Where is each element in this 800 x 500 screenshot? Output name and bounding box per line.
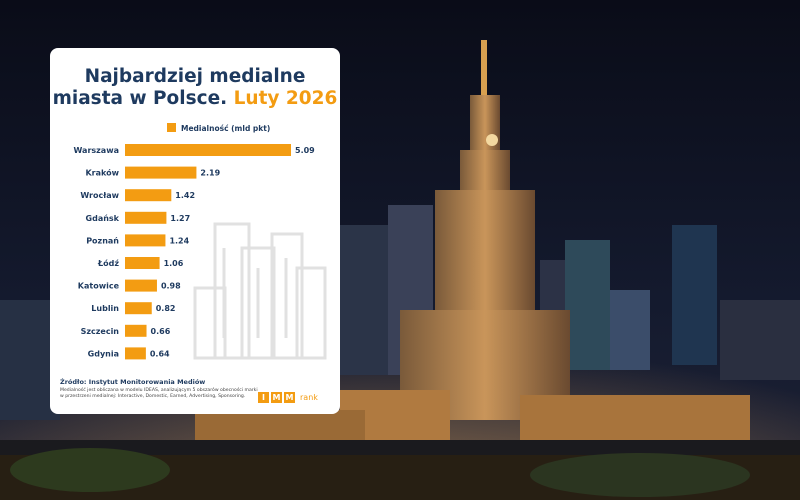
logo-letter: M <box>271 392 282 403</box>
buildings-icon <box>193 222 327 360</box>
bar <box>125 234 166 247</box>
category-label: Kraków <box>85 168 119 178</box>
title-line2: miasta w Polsce. <box>52 88 228 109</box>
chart-card: Najbardziej medialne miasta w Polsce. Lu… <box>50 48 340 414</box>
value-label: 1.27 <box>170 214 190 223</box>
category-label: Wrocław <box>80 191 119 200</box>
logo-rank-text: rank <box>300 393 318 402</box>
value-label: 1.24 <box>169 236 189 245</box>
legend-swatch <box>167 123 176 132</box>
bar <box>125 211 167 224</box>
category-label: Łódź <box>97 258 119 268</box>
category-label: Gdynia <box>88 349 119 358</box>
value-label: 1.42 <box>175 191 195 200</box>
value-label: 0.98 <box>161 282 181 291</box>
category-label: Katowice <box>78 282 120 291</box>
legend: Medialność (mld pkt) <box>167 123 270 133</box>
legend-label: Medialność (mld pkt) <box>181 124 270 133</box>
bar <box>125 279 157 292</box>
value-label: 0.82 <box>156 304 176 313</box>
value-label: 1.06 <box>164 259 184 268</box>
bar <box>125 189 172 202</box>
bar <box>125 324 147 337</box>
bar <box>125 144 291 156</box>
source-text: Źródło: Instytut Monitorowania Mediów <box>60 378 206 386</box>
category-label: Gdańsk <box>86 214 120 223</box>
imm-rank-logo: I M M rank <box>258 392 318 403</box>
category-label: Warszawa <box>74 146 120 155</box>
category-label: Szczecin <box>81 327 120 336</box>
title-line1: Najbardziej medialne <box>84 66 306 87</box>
title-accent: Luty 2026 <box>233 88 338 109</box>
value-label: 2.19 <box>200 169 220 178</box>
logo-letter: M <box>284 392 295 403</box>
bar <box>125 166 197 179</box>
category-label: Poznań <box>86 236 119 245</box>
bar <box>125 257 160 269</box>
value-label: 0.64 <box>150 349 170 358</box>
bar <box>125 302 152 315</box>
bar <box>125 347 146 360</box>
chart-title: Najbardziej medialne miasta w Polsce. Lu… <box>50 66 340 110</box>
value-label: 5.09 <box>295 146 315 155</box>
value-label: 0.66 <box>151 327 171 336</box>
methodology-note: Medialność jest obliczana w modelu IDEAS… <box>60 388 258 399</box>
category-label: Lublin <box>91 304 119 313</box>
logo-letter: I <box>258 392 269 403</box>
bar-chart: Medialność (mld pkt) Warszawa 5.09 Kraków 2… <box>74 123 327 360</box>
